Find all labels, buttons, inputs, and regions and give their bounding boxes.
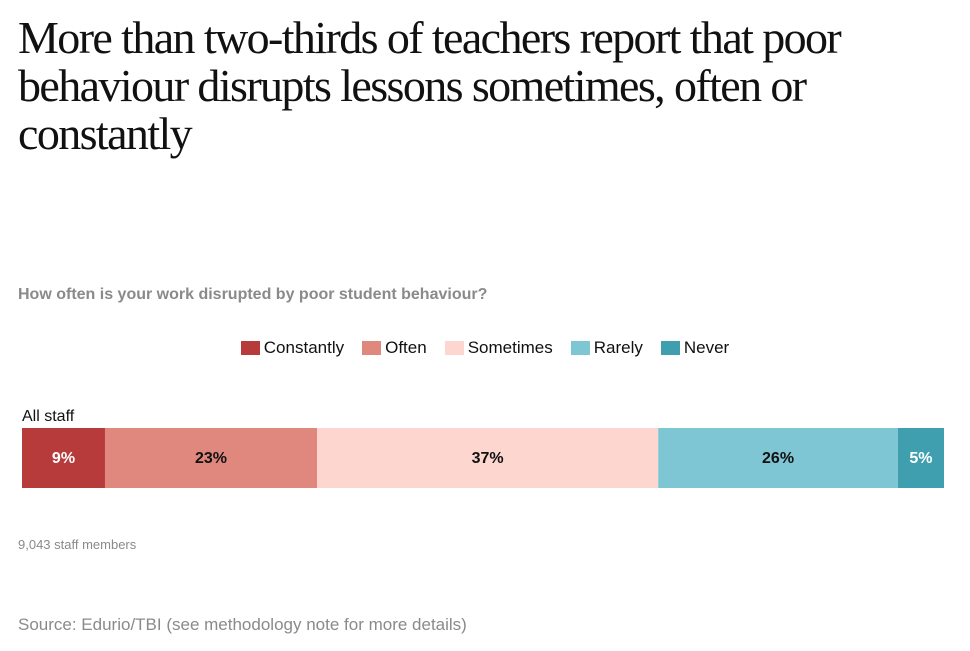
legend-swatch [660,341,680,355]
legend-item: Constantly [240,338,345,358]
legend-item: Rarely [570,338,643,358]
chart-subtitle: How often is your work disrupted by poor… [18,286,488,303]
note: 9,043 staff members [18,537,137,552]
bar-segment [897,428,944,488]
legend-item: Never [660,338,730,358]
data-label: 26% [762,450,794,467]
legend: Constantly Often Sometimes Rarely Never [0,338,970,358]
bar-segment [658,428,898,488]
data-label: 5% [909,450,932,467]
data-label: 37% [472,450,504,467]
category-label: All staff [22,408,75,425]
source: Source: Edurio/TBI (see methodology note… [18,615,467,634]
legend-item: Sometimes [444,338,553,358]
bar-segment [317,428,659,488]
legend-swatch [240,341,260,355]
chart-title: More than two-thirds of teachers report … [18,12,842,159]
legend-item: Often [362,338,427,358]
legend-label: Often [385,338,427,357]
legend-swatch [570,341,590,355]
legend-swatch [444,341,464,355]
data-label: 9% [52,450,75,467]
bar-segment [104,428,318,488]
legend-label: Never [683,338,730,357]
legend-swatch [362,341,382,355]
data-label: 23% [195,450,227,467]
legend-label: Sometimes [467,338,553,357]
chart: All staff 9% 23% 37% 26% 5% [22,408,944,488]
bar-segment [22,428,105,488]
legend-label: Constantly [263,338,345,357]
legend-label: Rarely [593,338,643,357]
